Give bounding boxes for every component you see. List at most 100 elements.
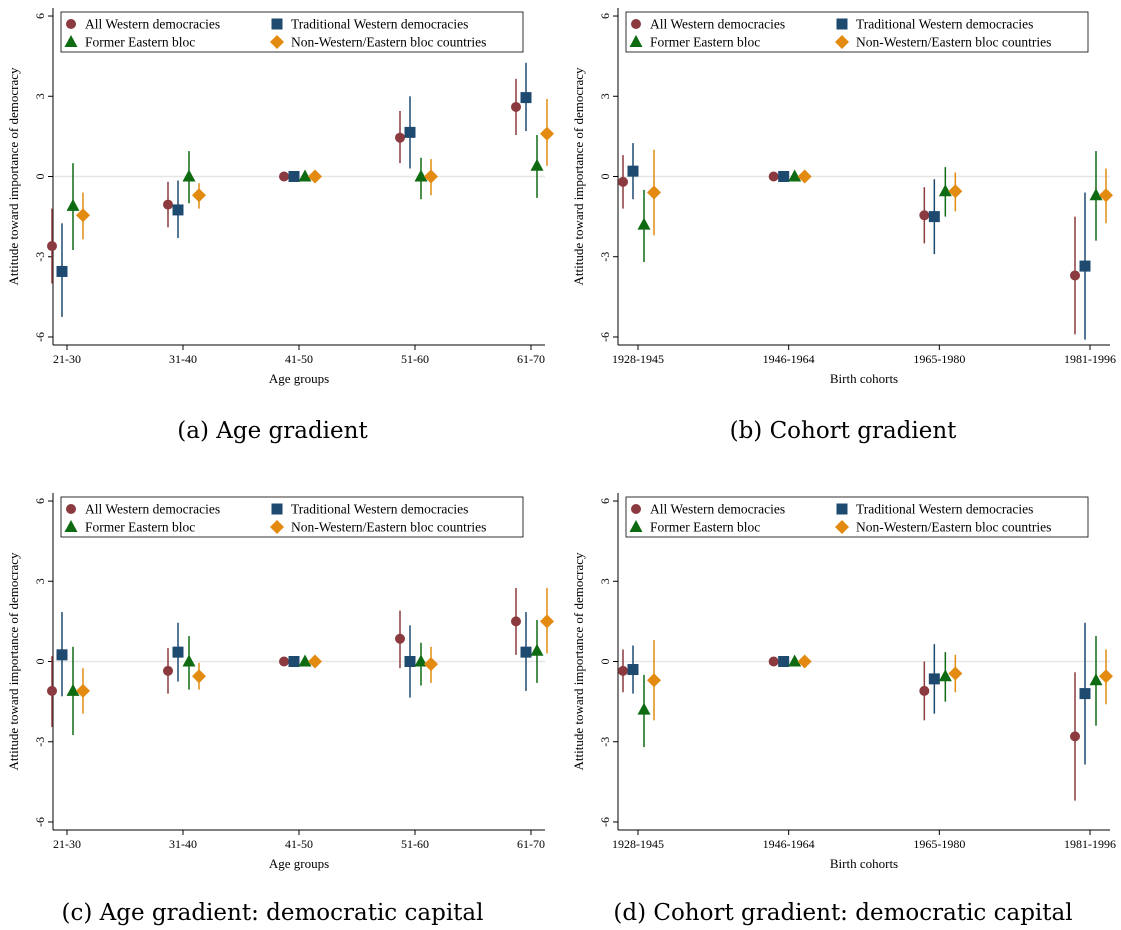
panel-a-point-triangle [530, 158, 544, 171]
panel-b-series-all_western [618, 155, 1080, 335]
panel-d-point-circle [618, 665, 628, 676]
panel-a-legend-label-non_western: Non-Western/Eastern bloc countries [291, 35, 486, 50]
panel-d-legend-box [625, 496, 1089, 538]
panel-d-point-triangle [637, 702, 651, 715]
panel-a-legend: All Western democracies Traditional Weste… [60, 11, 524, 53]
panel-b-ytick-label: -3 [598, 252, 612, 262]
panel-c-series-former_eastern [66, 620, 544, 736]
panel-a-legend-box [60, 11, 524, 53]
panel-a-legend-label-former_eastern: Former Eastern bloc [85, 35, 195, 50]
panel-a-series-non_western [76, 98, 554, 240]
panel-c-legend-box [60, 496, 524, 538]
panel-b-legend-marker-non_western [835, 35, 849, 49]
panel-b-series-non_western [647, 149, 1113, 236]
panel-d-point-diamond [1099, 669, 1113, 684]
panel-a-point-triangle [298, 169, 312, 182]
panel-b-chart: -6 -3 0 3 6 1928-1945 1946-1964 1965-1980 1981-1… [571, 8, 1116, 386]
panel-c-point-triangle [66, 683, 80, 696]
panel-a-chart: -6 -3 0 3 6 21-30 31-40 41-50 51-60 61-70 Age grou… [6, 8, 554, 386]
panel-b-xtick-label: 1981-1996 [1064, 352, 1116, 366]
panel-d-legend-marker-traditional_western [836, 503, 848, 515]
panel-d-legend-label-non_western: Non-Western/Eastern bloc countries [856, 520, 1051, 535]
panel-a-point-circle [163, 199, 173, 210]
panel-b-xtick-label: 1928-1945 [612, 352, 664, 366]
panel-d-legend-label-traditional_western: Traditional Western democracies [856, 502, 1033, 517]
panel-d-xtick-label: 1928-1945 [612, 837, 664, 851]
panel-c-point-diamond [540, 614, 554, 629]
panel-d-xtick-label: 1981-1996 [1064, 837, 1116, 851]
panel-c-point-square [56, 649, 68, 661]
panel-d-series-non_western [647, 640, 1113, 721]
panel-b-legend-marker-former_eastern [629, 35, 643, 47]
panel-a-point-square [172, 204, 184, 216]
panel-c-legend-label-traditional_western: Traditional Western democracies [291, 502, 468, 517]
panel-c-legend-label-all_western: All Western democracies [85, 502, 220, 517]
panel-d-point-triangle [788, 654, 802, 667]
panel-a-xtick-label: 31-40 [169, 352, 197, 366]
panel-a-series-traditional_western [56, 62, 532, 317]
panel-b-legend: All Western democracies Traditional Weste… [625, 11, 1089, 53]
panel-a-xtick-label: 51-60 [401, 352, 429, 366]
panel-a-legend-marker-former_eastern [64, 35, 78, 47]
panel-a-point-diamond [540, 126, 554, 141]
panel-d-y-axis-label: Attitude toward importance of democracy [571, 552, 586, 771]
panel-c-series-non_western [76, 587, 554, 714]
caption-d: (d) Cohort gradient: democratic capital [613, 900, 1073, 926]
panel-c-point-circle [511, 616, 521, 627]
panel-d-legend-label-former_eastern: Former Eastern bloc [650, 520, 760, 535]
panel-b-series-former_eastern [637, 151, 1103, 263]
panel-b-point-circle [618, 176, 628, 187]
panel-d-point-triangle [1089, 673, 1103, 686]
panel-b-xtick-label: 1965-1980 [913, 352, 965, 366]
panel-a-point-diamond [76, 208, 90, 223]
panel-a-series-all_western [47, 78, 521, 284]
panel-a-ytick-label: -6 [33, 332, 47, 342]
panel-a-ytick-label: 3 [33, 93, 47, 99]
panel-c-series-all_western [47, 587, 521, 728]
panel-b-ytick-label: 3 [598, 93, 612, 99]
panel-c-legend-marker-traditional_western [271, 503, 283, 515]
panel-b-series-traditional_western [627, 143, 1091, 340]
panel-c-ytick-label: -3 [33, 737, 47, 747]
panel-b-legend-label-former_eastern: Former Eastern bloc [650, 35, 760, 50]
panel-c-legend-label-non_western: Non-Western/Eastern bloc countries [291, 520, 486, 535]
panel-a-legend-marker-all_western [66, 19, 76, 29]
panel-a-point-square [288, 171, 300, 182]
panel-d-point-triangle [938, 669, 952, 682]
panel-b-point-diamond [948, 184, 963, 199]
caption-b: (b) Cohort gradient [729, 418, 957, 444]
panel-a-point-square [520, 92, 532, 104]
panel-d-point-diamond [647, 673, 661, 688]
panel-d-xtick-label: 1946-1964 [763, 837, 815, 851]
panel-b-point-square [778, 171, 790, 182]
panel-c-legend-marker-former_eastern [64, 520, 78, 532]
panel-d-ytick-label: -6 [598, 817, 612, 827]
panel-a-y-axis-label: Attitude toward importance of democracy [6, 67, 21, 286]
panel-b-point-triangle [1089, 188, 1103, 201]
panel-c-point-square [172, 646, 184, 658]
panel-a-x-axis-label: Age groups [269, 371, 329, 386]
panel-c-x-axis-label: Age groups [269, 856, 329, 871]
panel-d-point-diamond [797, 654, 812, 669]
panel-a-point-triangle [66, 198, 80, 211]
panel-b-point-triangle [637, 217, 651, 230]
panel-b-point-circle [768, 171, 779, 182]
panel-b-point-square [928, 211, 940, 223]
panel-b-point-square [627, 165, 639, 177]
panel-a-legend-marker-non_western [270, 35, 284, 49]
panel-a-point-circle [511, 101, 521, 112]
panel-d-point-circle [919, 685, 930, 696]
panel-c-y-axis-label: Attitude toward importance of democracy [6, 552, 21, 771]
panel-d-point-square [778, 656, 790, 667]
panel-a-legend-label-traditional_western: Traditional Western democracies [291, 17, 468, 32]
panel-c-point-circle [279, 656, 289, 667]
panel-b-point-circle [1070, 270, 1080, 281]
panel-c-point-square [404, 656, 416, 667]
panel-b-point-triangle [788, 169, 802, 182]
panel-d-xtick-label: 1965-1980 [913, 837, 965, 851]
panel-c-ytick-label: -6 [33, 817, 47, 827]
panel-d-legend-marker-all_western [631, 504, 641, 514]
panel-d-legend-marker-former_eastern [629, 520, 643, 532]
panel-c-ytick-label: 3 [33, 578, 47, 584]
panel-b-legend-label-non_western: Non-Western/Eastern bloc countries [856, 35, 1051, 50]
